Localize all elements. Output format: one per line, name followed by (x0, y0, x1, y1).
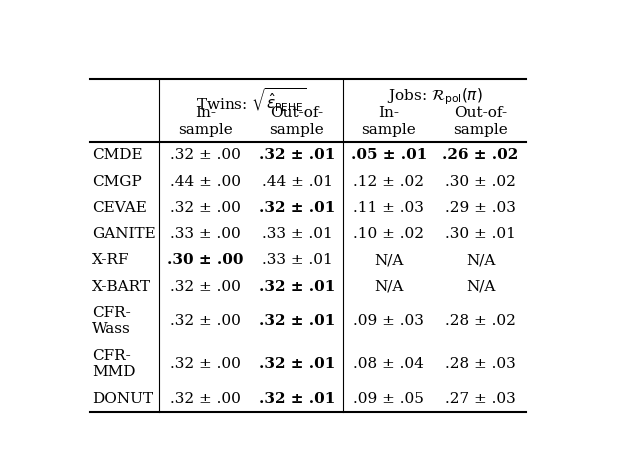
Text: .33 ± .00: .33 ± .00 (170, 227, 241, 241)
Text: .32 ± .01: .32 ± .01 (259, 201, 335, 215)
Text: .33 ± .01: .33 ± .01 (262, 227, 332, 241)
Text: .32 ± .00: .32 ± .00 (170, 314, 241, 328)
Text: .32 ± .01: .32 ± .01 (259, 392, 335, 406)
Text: DONUT: DONUT (92, 392, 154, 406)
Text: .12 ± .02: .12 ± .02 (353, 175, 424, 189)
Text: GANITE: GANITE (92, 227, 156, 241)
Text: .32 ± .00: .32 ± .00 (170, 201, 241, 215)
Text: .09 ± .05: .09 ± .05 (353, 392, 424, 406)
Text: .30 ± .01: .30 ± .01 (445, 227, 516, 241)
Text: .28 ± .03: .28 ± .03 (445, 357, 516, 371)
Text: .32 ± .01: .32 ± .01 (259, 280, 335, 294)
Text: .32 ± .00: .32 ± .00 (170, 392, 241, 406)
Text: .32 ± .00: .32 ± .00 (170, 149, 241, 162)
Text: N/A: N/A (466, 254, 495, 267)
Text: CFR-
Wass: CFR- Wass (92, 306, 131, 336)
Text: .30 ± .02: .30 ± .02 (445, 175, 516, 189)
Text: .32 ± .00: .32 ± .00 (170, 280, 241, 294)
Text: N/A: N/A (374, 254, 403, 267)
Text: In-
sample: In- sample (178, 106, 232, 137)
Text: X-RF: X-RF (92, 254, 130, 267)
Text: .11 ± .03: .11 ± .03 (353, 201, 424, 215)
Text: Twins: $\sqrt{\hat{\epsilon}_{\mathrm{PEHE}}}$: Twins: $\sqrt{\hat{\epsilon}_{\mathrm{PE… (196, 87, 307, 114)
Text: .44 ± .00: .44 ± .00 (170, 175, 241, 189)
Text: Out-of-
sample: Out-of- sample (269, 106, 324, 137)
Text: .29 ± .03: .29 ± .03 (445, 201, 516, 215)
Text: .32 ± .01: .32 ± .01 (259, 357, 335, 371)
Text: In-
sample: In- sample (362, 106, 416, 137)
Text: X-BART: X-BART (92, 280, 152, 294)
Text: .09 ± .03: .09 ± .03 (353, 314, 424, 328)
Text: N/A: N/A (466, 280, 495, 294)
Text: CEVAE: CEVAE (92, 201, 147, 215)
Text: .44 ± .01: .44 ± .01 (262, 175, 333, 189)
Text: .32 ± .00: .32 ± .00 (170, 357, 241, 371)
Text: CFR-
MMD: CFR- MMD (92, 349, 136, 379)
Text: .28 ± .02: .28 ± .02 (445, 314, 516, 328)
Text: Jobs: $\mathcal{R}_{\mathrm{pol}}(\pi)$: Jobs: $\mathcal{R}_{\mathrm{pol}}(\pi)$ (387, 87, 483, 107)
Text: .05 ± .01: .05 ± .01 (351, 149, 427, 162)
Text: .32 ± .01: .32 ± .01 (259, 314, 335, 328)
Text: .32 ± .01: .32 ± .01 (259, 149, 335, 162)
Text: .26 ± .02: .26 ± .02 (442, 149, 518, 162)
Text: .27 ± .03: .27 ± .03 (445, 392, 516, 406)
Text: .33 ± .01: .33 ± .01 (262, 254, 332, 267)
Text: CMGP: CMGP (92, 175, 142, 189)
Text: N/A: N/A (374, 280, 403, 294)
Text: .10 ± .02: .10 ± .02 (353, 227, 424, 241)
Text: Out-of-
sample: Out-of- sample (453, 106, 508, 137)
Text: .08 ± .04: .08 ± .04 (353, 357, 424, 371)
Text: CMDE: CMDE (92, 149, 143, 162)
Text: .30 ± .00: .30 ± .00 (167, 254, 243, 267)
